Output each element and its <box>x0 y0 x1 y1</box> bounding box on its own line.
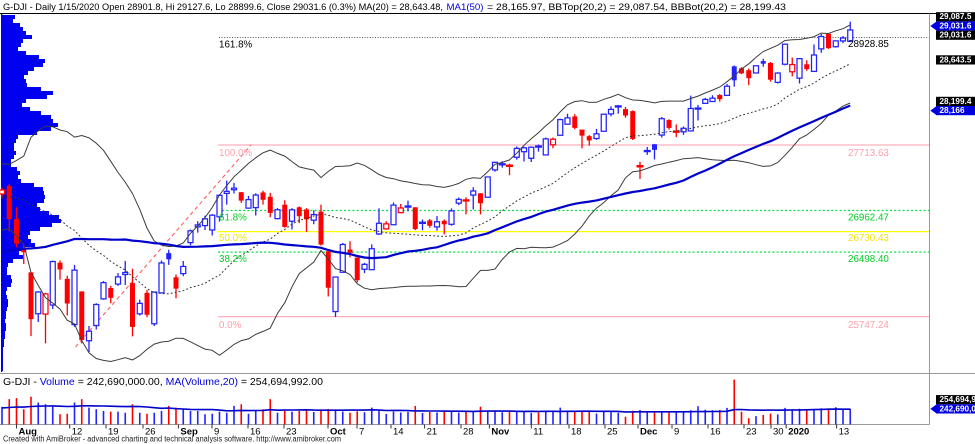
svg-text:27713.63: 27713.63 <box>848 148 889 159</box>
svg-text:26962.47: 26962.47 <box>848 212 889 223</box>
svg-text:13: 13 <box>839 427 850 438</box>
svg-text:19: 19 <box>108 427 119 438</box>
svg-text:Created with AmiBroker - advan: Created with AmiBroker - advanced charti… <box>3 435 341 444</box>
svg-text:28: 28 <box>463 427 474 438</box>
svg-text:26: 26 <box>145 427 156 438</box>
svg-text:14: 14 <box>393 427 404 438</box>
svg-text:G-DJI - Daily 1/15/2020 Open 2: G-DJI - Daily 1/15/2020 Open 28901.8, Hi… <box>3 2 443 13</box>
svg-text:0.0%: 0.0% <box>219 320 242 331</box>
svg-text:11: 11 <box>533 427 543 438</box>
svg-text:MA1(50): MA1(50) <box>447 2 484 13</box>
svg-text:28928.85: 28928.85 <box>848 39 889 50</box>
svg-text:30: 30 <box>773 427 784 438</box>
svg-text:Nov: Nov <box>491 427 510 438</box>
svg-text:29,031.6: 29,031.6 <box>940 31 972 40</box>
svg-text:G-DJI - Volume = 242,690,000.0: G-DJI - Volume = 242,690,000.00, MA(Volu… <box>3 376 323 388</box>
svg-text:61.8%: 61.8% <box>219 212 247 223</box>
svg-text:254,694,9: 254,694,9 <box>940 395 975 404</box>
svg-text:26730.43: 26730.43 <box>848 233 889 244</box>
svg-text:21: 21 <box>427 427 438 438</box>
svg-text:Aug: Aug <box>19 427 38 438</box>
svg-text:23: 23 <box>286 427 297 438</box>
svg-text:7: 7 <box>359 427 364 438</box>
svg-text:Oct: Oct <box>330 427 347 438</box>
svg-text:29,031.6: 29,031.6 <box>940 21 972 30</box>
svg-text:25747.24: 25747.24 <box>848 320 889 331</box>
svg-text:161.8%: 161.8% <box>219 40 253 51</box>
svg-text:242,690,0: 242,690,0 <box>940 404 975 413</box>
svg-text:16: 16 <box>710 427 721 438</box>
svg-text:12: 12 <box>72 427 83 438</box>
svg-text:9: 9 <box>214 427 219 438</box>
svg-text:100.0%: 100.0% <box>219 148 253 159</box>
svg-text:16: 16 <box>250 427 261 438</box>
svg-text:29,087.5: 29,087.5 <box>940 12 972 21</box>
svg-text:25: 25 <box>607 427 618 438</box>
svg-text:28,643.5: 28,643.5 <box>940 55 972 64</box>
svg-text:= 28,165.97, BBTop(20,2) = 29,: = 28,165.97, BBTop(20,2) = 29,087.54, BB… <box>487 2 786 13</box>
svg-text:2020: 2020 <box>788 427 809 438</box>
svg-text:23: 23 <box>746 427 757 438</box>
svg-text:Dec: Dec <box>640 427 657 438</box>
svg-text:26498.40: 26498.40 <box>848 254 889 265</box>
svg-text:38.2%: 38.2% <box>219 254 247 265</box>
svg-text:28,166: 28,166 <box>940 106 965 115</box>
svg-text:28,199.4: 28,199.4 <box>940 97 972 106</box>
svg-text:9: 9 <box>674 427 679 438</box>
svg-text:50.0%: 50.0% <box>219 233 247 244</box>
svg-text:18: 18 <box>571 427 582 438</box>
svg-text:Sep: Sep <box>180 427 198 438</box>
